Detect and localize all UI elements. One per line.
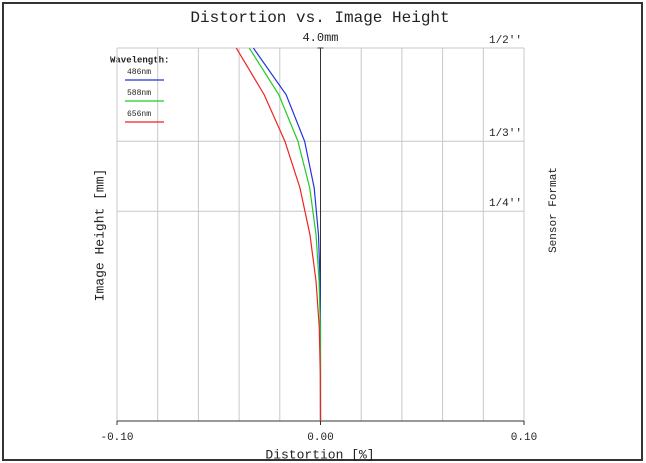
x-tick-label: 0.00 [307,432,333,444]
chart-title: Distortion vs. Image Height [190,9,449,27]
sensor-format-label: 1/3'' [489,128,522,140]
plot-lines [235,48,322,421]
y-axis-label: Image Height [mm] [92,169,107,302]
legend-label: 588nm [127,89,151,98]
y-tick-label: 4.0mm [302,31,338,45]
legend-label: 486nm [127,68,151,77]
sensor-format-label: 1/2'' [489,35,522,47]
x-axis-label: Distortion [%] [265,447,374,462]
y2-axis-label: Sensor Format [548,167,560,253]
x-tick-label: 0.10 [511,432,537,444]
data-line [235,48,322,421]
sensor-format-label: 1/4'' [489,198,522,210]
x-tick-label: -0.10 [100,432,133,444]
legend-title: Wavelength: [110,55,169,65]
legend-label: 656nm [127,110,151,119]
